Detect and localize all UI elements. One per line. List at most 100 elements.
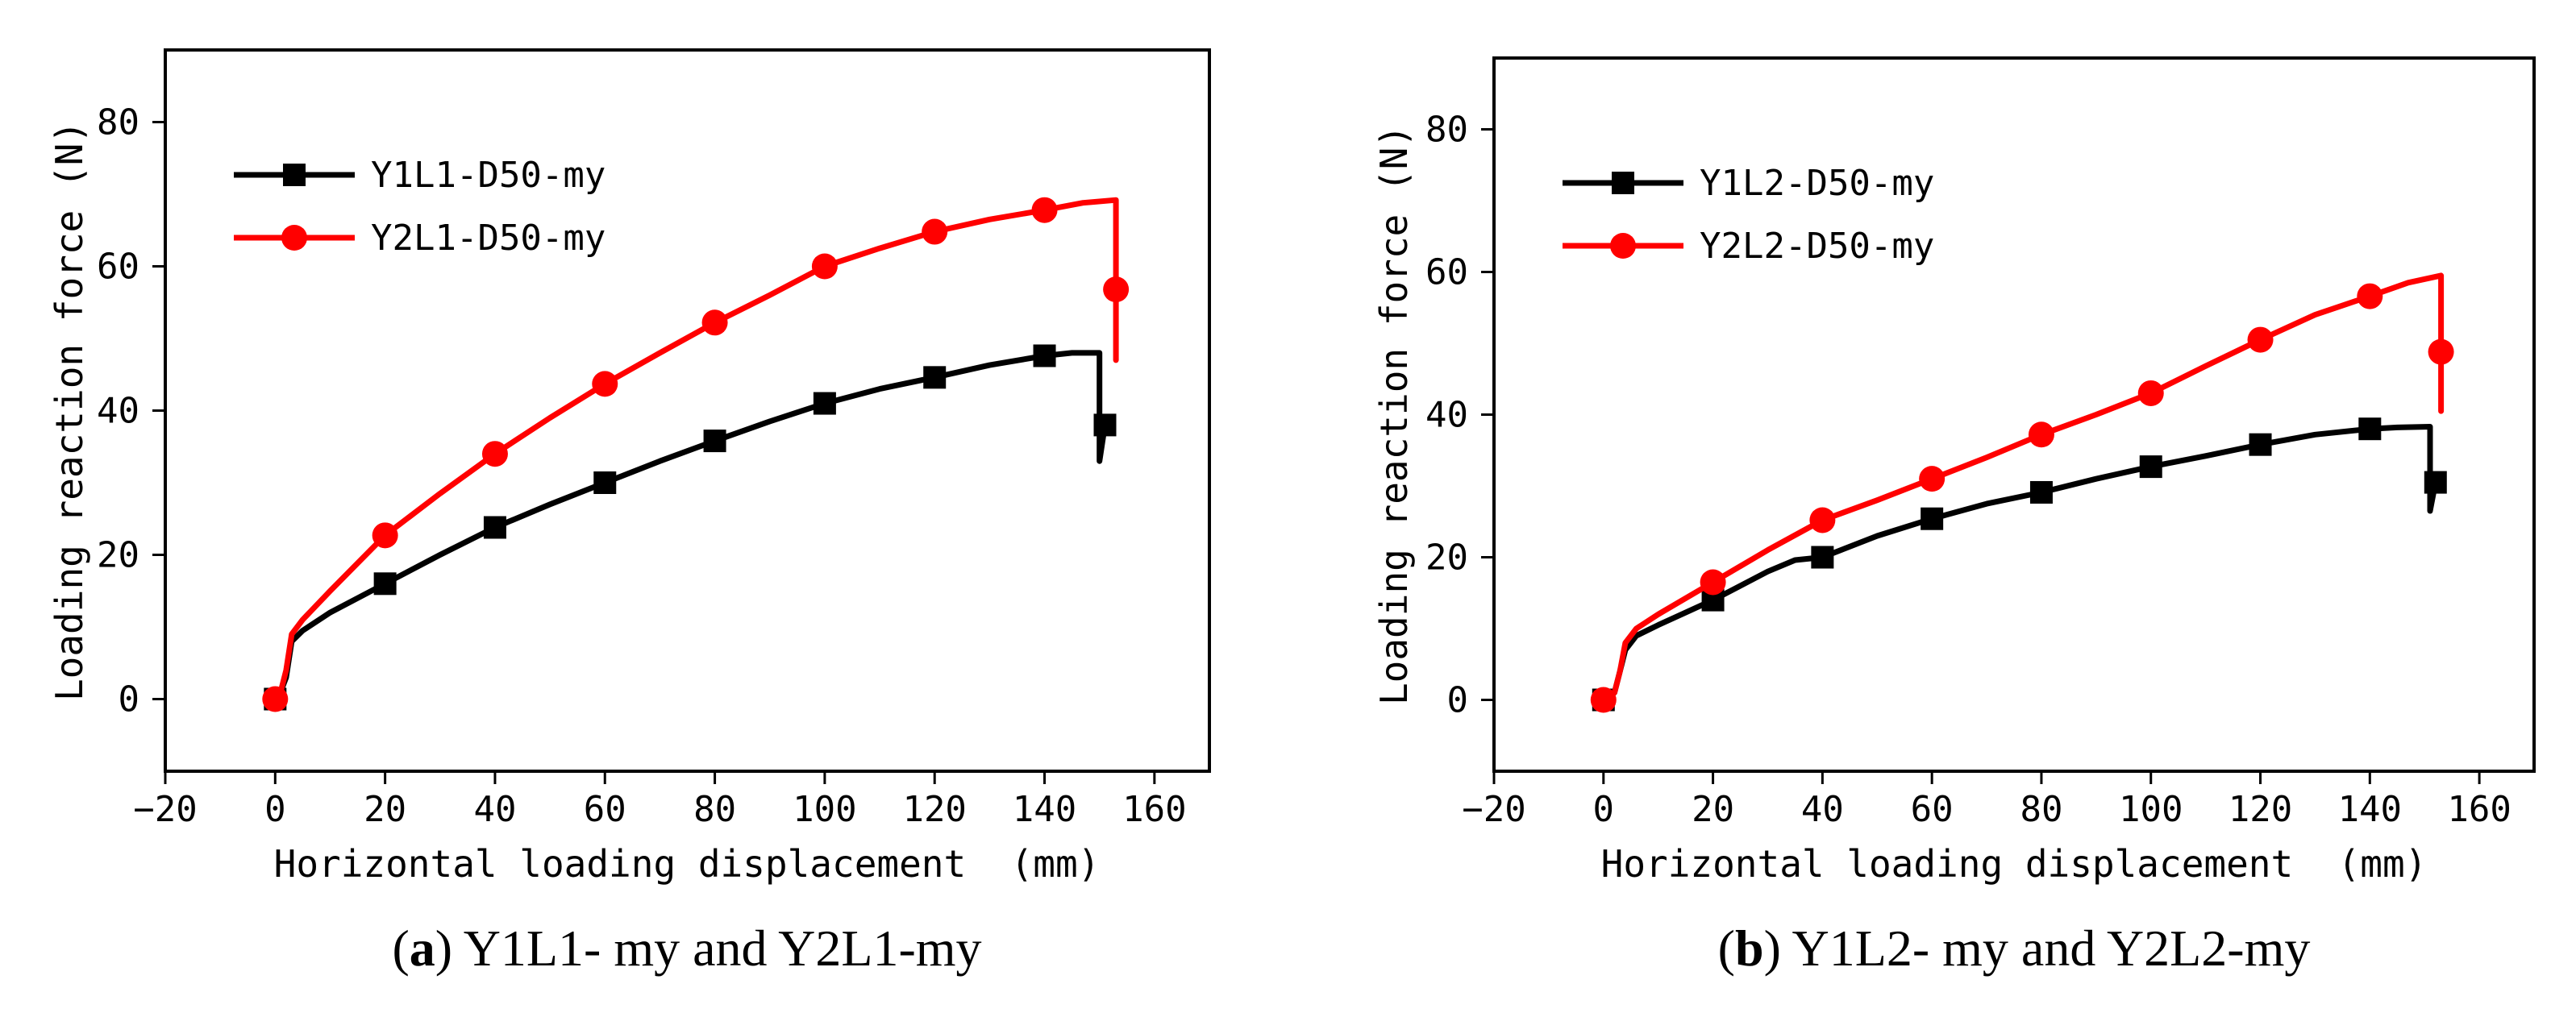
x-axis-label: Horizontal loading displacement (mm) [274,842,1101,886]
data-point-circle [592,371,618,397]
data-point-circle [481,441,508,467]
series-line-y2l1-d50-my [273,197,1119,701]
series-line-y1l2-d50-my [1601,424,2439,703]
data-point-circle [922,218,948,245]
legend-label: Y2L2-D50-my [1700,226,1934,267]
y-tick-label: 60 [97,247,139,288]
data-point-square [2249,433,2272,456]
y-tick-label: 0 [119,679,140,720]
series-line-y2l2-d50-my [1601,272,2445,703]
series-line-y1l1-d50-my [273,350,1108,701]
caption-open: ( [392,919,409,977]
x-tick-label: 60 [1911,789,1954,830]
caption-letter: a [410,919,435,977]
data-point-square [1033,344,1056,367]
caption-text: Y1L2- my and Y2L2-my [1781,919,2310,977]
data-point-circle [701,309,728,336]
tick-group: −20 0 20 40 60 80 100 120 140 160 0 20 40 60 80 [1425,110,2511,831]
tick-group: −20 0 20 40 60 80 100 120 140 160 0 20 40 60 80 [97,102,1187,831]
data-point-square [1921,507,1944,530]
data-point-circle [1700,569,1726,596]
x-tick-label: 20 [364,789,406,830]
plot-frame [164,48,1211,773]
x-tick-label: −20 [1462,789,1525,830]
x-tick-label: −20 [133,789,197,830]
data-point-circle [2428,338,2454,365]
x-tick-label: 60 [584,789,626,830]
data-point-circle [372,522,398,549]
x-tick-label: 40 [1801,789,1844,830]
data-point-circle [1590,687,1617,713]
legend-marker-circle [281,225,307,251]
data-point-circle [2028,421,2054,448]
y-tick-label: 0 [1447,680,1469,721]
legend-label: Y1L1-D50-my [371,155,606,196]
series-group [1590,272,2454,713]
data-point-circle [1103,276,1130,303]
data-point-square [703,430,726,453]
series-group [262,197,1130,712]
legend-marker-square [283,164,306,186]
caption-letter: b [1735,919,1764,977]
legend: Y1L2-D50-my Y2L2-D50-my [1563,163,1934,267]
panel-caption: (a) Y1L1- my and Y2L1-my [392,919,981,977]
data-point-square [1093,413,1117,437]
legend-label: Y1L2-D50-my [1700,163,1934,204]
legend: Y1L1-D50-my Y2L1-D50-my [234,155,606,259]
caption-text: Y1L1- my and Y2L1-my [452,919,981,977]
data-point-square [1811,546,1834,569]
y-tick-label: 80 [1425,110,1468,151]
x-tick-label: 120 [902,789,966,830]
legend-label: Y2L1-D50-my [371,218,606,259]
data-point-square [2139,455,2162,479]
y-tick-label: 80 [97,102,139,143]
x-tick-label: 160 [2447,789,2511,830]
panel-a: −20 0 20 40 60 80 100 120 140 160 0 20 40 60 80 Y1L1-D… [48,48,1211,977]
data-point-circle [2137,380,2164,406]
data-point-square [483,516,506,539]
x-tick-label: 20 [1692,789,1734,830]
y-axis-label: Loading reaction force (N) [1372,125,1416,705]
data-point-square [373,572,397,596]
data-point-circle [811,253,838,280]
data-point-circle [2247,326,2274,353]
x-tick-label: 0 [264,789,286,830]
data-point-square [813,392,836,415]
data-point-circle [2357,283,2383,309]
data-point-square [923,366,947,389]
x-tick-label: 140 [2338,789,2402,830]
legend-marker-square [1612,172,1634,194]
panel-b: −20 0 20 40 60 80 100 120 140 160 0 20 40 60 80 Y1L2-D… [1372,56,2536,977]
legend-marker-circle [1610,233,1636,259]
y-axis-label: Loading reaction force (N) [48,121,91,701]
data-point-square [593,471,617,494]
plot-frame [1492,56,2536,773]
x-tick-label: 40 [473,789,516,830]
y-tick-label: 40 [97,391,139,432]
x-tick-label: 160 [1122,789,1186,830]
data-point-circle [1031,197,1058,223]
data-point-square [2358,417,2382,441]
x-tick-label: 100 [793,789,856,830]
data-point-square [2029,480,2053,504]
x-axis-label: Horizontal loading displacement (mm) [1601,842,2428,886]
caption-close: ) [435,919,452,977]
data-point-square [2424,471,2447,494]
y-tick-label: 40 [1425,395,1468,436]
x-tick-label: 80 [2020,789,2062,830]
data-point-circle [1919,466,1946,492]
y-tick-label: 60 [1425,252,1468,293]
x-tick-label: 0 [1593,789,1615,830]
data-point-circle [262,686,289,712]
y-tick-label: 20 [1425,538,1468,579]
data-point-circle [1809,507,1836,533]
x-tick-label: 120 [2229,789,2292,830]
caption-open: ( [1718,919,1735,977]
panel-caption: (b) Y1L2- my and Y2L2-my [1718,919,2311,977]
x-tick-label: 140 [1013,789,1076,830]
y-tick-label: 20 [97,535,139,576]
x-tick-label: 100 [2119,789,2183,830]
x-tick-label: 80 [693,789,736,830]
caption-close: ) [1764,919,1781,977]
